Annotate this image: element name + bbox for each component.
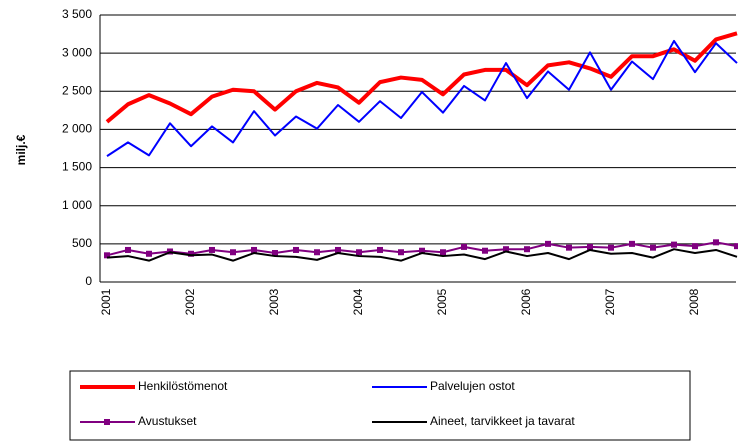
point-marker [461,243,467,250]
series-line [106,39,738,157]
point-marker [713,239,719,246]
point-marker [314,249,320,256]
point-marker [188,250,194,257]
point-marker [125,246,131,253]
point-marker [356,249,362,256]
point-marker [734,243,738,250]
y-tick-label: 2 000 [62,122,92,136]
point-marker [146,250,152,257]
point-marker [671,241,677,248]
y-tick-label: 3 500 [62,7,92,21]
x-tick-label: 2007 [603,288,617,315]
legend-label: Palvelujen ostot [430,379,515,393]
point-marker [650,244,656,251]
y-tick-label: 3 000 [62,45,92,59]
y-tick-label: 1 000 [62,198,92,212]
point-marker [608,244,614,251]
y-axis-label: milj.€ [14,134,28,165]
series-line [105,31,738,124]
point-marker [377,246,383,253]
point-marker [335,246,341,253]
x-tick-label: 2008 [687,288,701,315]
point-marker [209,246,215,253]
series-line [106,248,738,262]
point-marker [293,246,299,253]
legend-marker [104,419,110,425]
y-tick-label: 500 [72,236,92,250]
legend [69,370,691,441]
point-marker [104,252,110,259]
legend-label: Avustukset [138,414,197,428]
x-tick-label: 2004 [351,288,365,315]
x-tick-label: 2001 [99,288,113,315]
legend-label: Henkilöstömenot [138,379,228,393]
point-marker [629,240,635,247]
point-marker [272,250,278,257]
x-tick-label: 2005 [435,288,449,315]
y-tick-label: 1 500 [62,160,92,174]
x-tick-label: 2003 [267,288,281,315]
point-marker [587,243,593,250]
point-marker [524,246,530,253]
point-marker [566,244,572,251]
point-marker [398,249,404,256]
point-marker [503,246,509,253]
legend-label: Aineet, tarvikkeet ja tavarat [430,414,575,428]
point-marker [251,246,257,253]
x-tick-label: 2006 [519,288,533,315]
y-tick-label: 2 500 [62,83,92,97]
point-marker [419,247,425,254]
x-tick-label: 2002 [183,288,197,315]
point-marker [482,247,488,254]
y-tick-label: 0 [85,274,92,288]
point-marker [692,243,698,250]
point-marker [440,249,446,256]
point-marker [545,240,551,247]
point-marker [230,249,236,256]
